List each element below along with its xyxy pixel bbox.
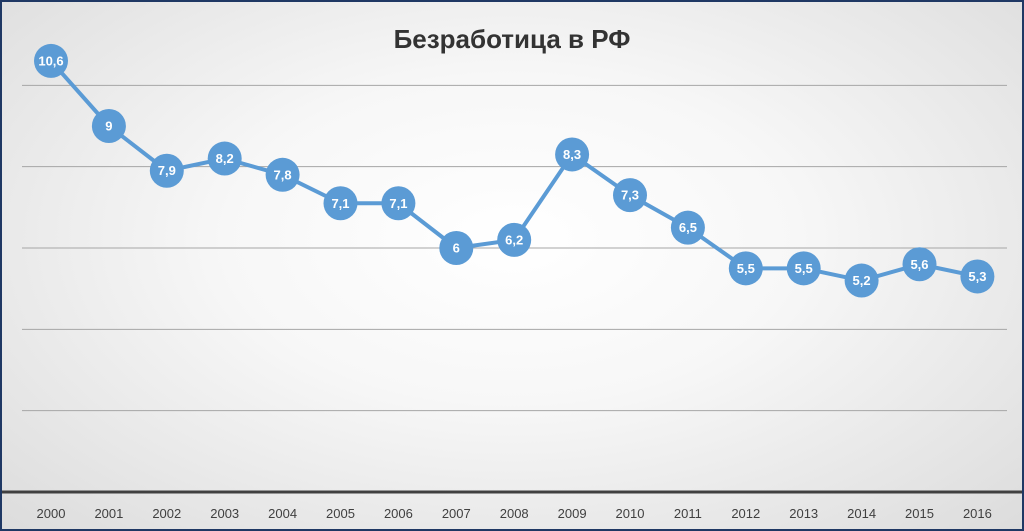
data-label: 8,2	[216, 151, 234, 166]
data-labels-layer: 10,6 9 7,9 8,2 7,8 7,1 7,1 6 6,2 8,3 7,3 6,5 5,5 5,5 5…	[38, 53, 986, 288]
x-tick-label: 2015	[905, 506, 934, 521]
data-point-marker	[34, 43, 68, 78]
x-tick-label: 2007	[442, 506, 471, 521]
data-point-marker	[844, 263, 879, 298]
data-point-marker	[91, 109, 126, 143]
x-tick-label: 2016	[963, 506, 992, 521]
x-tick-labels: 2000 2001 2002 2003 2004 2005 2006 2007 2008 2009…	[37, 506, 992, 521]
data-label: 9	[105, 119, 112, 134]
x-tick-label: 2005	[326, 506, 355, 521]
x-tick-label: 2013	[789, 506, 818, 521]
x-tick-label: 2012	[731, 506, 760, 521]
data-label: 5,5	[795, 261, 813, 276]
x-tick-label: 2001	[94, 506, 123, 521]
data-point-marker	[670, 210, 705, 245]
data-label: 7,8	[274, 167, 292, 182]
data-point-marker	[497, 222, 532, 257]
data-point-marker	[149, 153, 184, 188]
data-label: 5,2	[853, 273, 871, 288]
x-tick-label: 2006	[384, 506, 413, 521]
x-tick-label: 2008	[500, 506, 529, 521]
data-point-marker	[960, 259, 995, 294]
data-point-marker	[613, 178, 647, 213]
data-label: 7,1	[331, 196, 349, 211]
data-label: 6,2	[505, 232, 523, 247]
data-point-marker	[323, 186, 358, 221]
x-tick-label: 2014	[847, 506, 876, 521]
data-point-marker	[555, 137, 590, 172]
x-tick-label: 2003	[210, 506, 239, 521]
chart-title: Безработица в РФ	[394, 24, 631, 54]
data-label: 7,9	[158, 163, 176, 178]
x-tick-label: 2002	[152, 506, 181, 521]
data-point-marker	[728, 251, 763, 286]
x-tick-label: 2000	[37, 506, 66, 521]
data-point-marker	[265, 157, 300, 192]
x-tick-label: 2010	[616, 506, 645, 521]
data-point-marker	[439, 231, 474, 265]
data-point-marker	[786, 251, 821, 286]
data-label: 7,1	[389, 196, 407, 211]
markers-layer	[34, 43, 995, 298]
data-label: 5,3	[968, 269, 986, 284]
x-tick-label: 2009	[558, 506, 587, 521]
x-tick-label: 2011	[674, 506, 702, 521]
data-point-marker	[902, 247, 937, 282]
data-label: 6,5	[679, 220, 697, 235]
x-tick-label: 2004	[268, 506, 297, 521]
data-label: 8,3	[563, 147, 581, 162]
data-point-marker	[207, 141, 242, 176]
data-label: 5,6	[910, 257, 928, 272]
data-point-marker	[381, 186, 416, 221]
data-label: 6	[453, 241, 460, 256]
data-label: 10,6	[38, 53, 63, 68]
data-label: 7,3	[621, 188, 639, 203]
data-label: 5,5	[737, 261, 755, 276]
